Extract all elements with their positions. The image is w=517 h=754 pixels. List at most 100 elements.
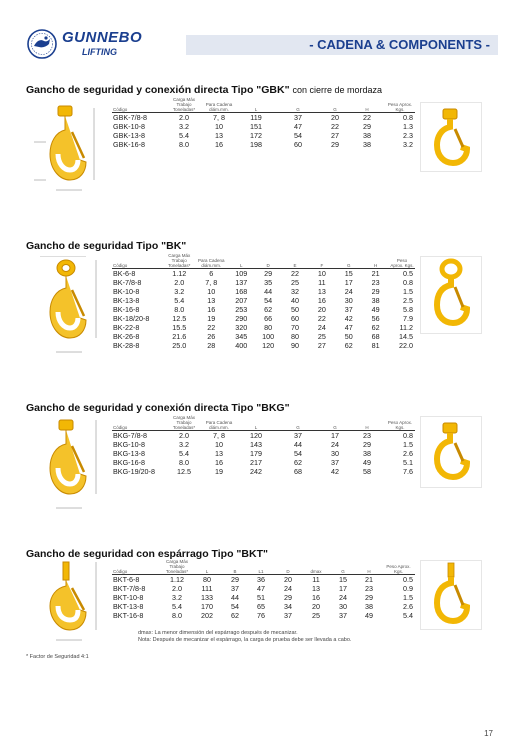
table-cell: 3.2 [403, 140, 413, 150]
column-header: G [296, 106, 300, 112]
table-row: GBK-13-8 5.4 13 172 54 27 38 2.3 [112, 131, 415, 140]
table-cell: 56 [371, 314, 380, 324]
table-cell: 27 [317, 341, 326, 351]
page-header: GUNNEBO LIFTING - CADENA & COMPONENTS - [0, 0, 517, 80]
table-header-row: Código Carga Máx Trabajo Toneladas* Para… [112, 253, 415, 269]
table-cell: 17 [331, 431, 339, 441]
table-cell: 47 [294, 122, 302, 132]
table-cell: 0.8 [403, 278, 413, 288]
table-cell: 10 [215, 440, 223, 450]
table-cell: 120 [250, 431, 262, 441]
column-header: Código [113, 106, 128, 112]
table-cell: 3.2 [174, 287, 185, 297]
table-cell: BK-13-8 [113, 296, 140, 306]
table-cell: 23 [371, 278, 380, 288]
table-cell: 42 [344, 314, 353, 324]
table-cell: 1.12 [170, 575, 184, 585]
column-header: H [365, 106, 369, 112]
table-cell: 60 [294, 140, 302, 150]
table-cell: 14.5 [399, 332, 413, 342]
bkt-note-proof-load: Nota: Después de mecanizar el espárrago,… [138, 637, 352, 643]
table-cell: 28 [207, 341, 216, 351]
table-cell: 30 [344, 296, 353, 306]
table-cell: 49 [371, 305, 380, 315]
table-cell: 8.0 [172, 611, 182, 621]
table-cell: BK-18/20-8 [113, 314, 150, 324]
table-row: BKT-10-8 3.2 133 44 51 29 16 24 29 1.5 [112, 593, 415, 602]
column-header: G [296, 424, 300, 430]
table-cell: 37 [294, 431, 302, 441]
table-cell: 25 [312, 611, 320, 621]
table-header-row: Código Carga Máx Trabajo Toneladas* Para… [112, 415, 415, 431]
table-cell: 13 [312, 584, 320, 594]
table-cell: 13 [215, 131, 223, 141]
table-row: GBK-7/8-8 2.0 7, 8 119 37 20 22 0.8 [112, 113, 415, 123]
table-cell: 2.6 [403, 602, 413, 612]
table-cell: 80 [203, 575, 211, 585]
table-cell: BKT-10-8 [113, 593, 144, 603]
column-header: G [333, 424, 337, 430]
table-cell: 49 [365, 611, 373, 621]
safety-factor-note: * Factor de Seguridad 4:1 [26, 654, 89, 660]
table-cell: 37 [331, 458, 339, 468]
table-cell: 16 [317, 296, 326, 306]
table-cell: GBK-16-8 [113, 140, 145, 150]
table-cell: 49 [363, 458, 371, 468]
table-cell: 80 [264, 323, 273, 333]
table-cell: 62 [231, 611, 239, 621]
table-cell: 13 [215, 449, 223, 459]
table-cell: 5.8 [403, 305, 413, 315]
column-header: D [286, 568, 290, 574]
table-cell: 8.0 [179, 458, 189, 468]
table-row: BKG-16-8 8.0 16 217 62 37 49 5.1 [112, 458, 415, 467]
table-cell: 5.4 [403, 611, 413, 621]
table-cell: 62 [294, 458, 302, 468]
table-cell: 2.0 [172, 584, 182, 594]
table-cell: 29 [231, 575, 239, 585]
table-cell: 21 [365, 575, 373, 585]
table-cell: 12.5 [172, 314, 187, 324]
table-cell: 1.5 [403, 593, 413, 603]
table-cell: 22 [331, 122, 339, 132]
table-cell: 20 [284, 575, 292, 585]
column-header: Código [113, 424, 128, 430]
table-cell: 253 [235, 305, 248, 315]
table-cell: BK-28-8 [113, 341, 140, 351]
table-cell: 29 [363, 122, 371, 132]
table-cell: 60 [290, 314, 299, 324]
table-cell: 66 [264, 314, 273, 324]
table-cell: 20 [331, 113, 339, 123]
column-header: dmax [310, 568, 322, 574]
section-title: Gancho de seguridad Tipo "BK" [26, 240, 187, 252]
table-cell: 68 [371, 332, 380, 342]
table-row: BKG-19/20-8 12.5 19 242 68 42 58 7.6 [112, 467, 415, 476]
column-header: H [373, 262, 378, 268]
column-header: Código [113, 262, 128, 268]
table-cell: 50 [290, 305, 299, 315]
column-header: E [293, 262, 297, 268]
table-cell: 47 [257, 584, 265, 594]
table-cell: GBK-10-8 [113, 122, 145, 132]
table-cell: 25 [317, 332, 326, 342]
table-cell: 35 [264, 278, 273, 288]
table-cell: 37 [294, 113, 302, 123]
table-cell: 7.9 [403, 314, 413, 324]
table-cell: 37 [231, 584, 239, 594]
table-cell: 68 [294, 467, 302, 477]
table-cell: 8.0 [174, 305, 185, 315]
bkt-product-photo [420, 560, 482, 630]
table-cell: 22 [290, 269, 299, 279]
section-title: Gancho de seguridad y conexión directa T… [26, 402, 290, 414]
table-row: BK-10-8 3.2 10 168 44 32 13 24 29 1.5 [112, 287, 415, 296]
table-cell: 11 [312, 575, 320, 585]
column-header: Carga Máx Trabajo Toneladas* [172, 415, 196, 430]
table-cell: 1.12 [172, 269, 187, 279]
bkt-spec-table: Código Carga Máx Trabajo Toneladas* L B … [112, 559, 415, 621]
table-cell: 90 [290, 341, 299, 351]
column-header: G [346, 262, 351, 268]
table-cell: 5.4 [172, 602, 182, 612]
table-cell: 119 [250, 113, 262, 123]
table-cell: 54 [231, 602, 239, 612]
bkt-note-dmax: dmax: La menor dimensión del espárrago d… [138, 630, 298, 636]
table-cell: 38 [365, 602, 373, 612]
